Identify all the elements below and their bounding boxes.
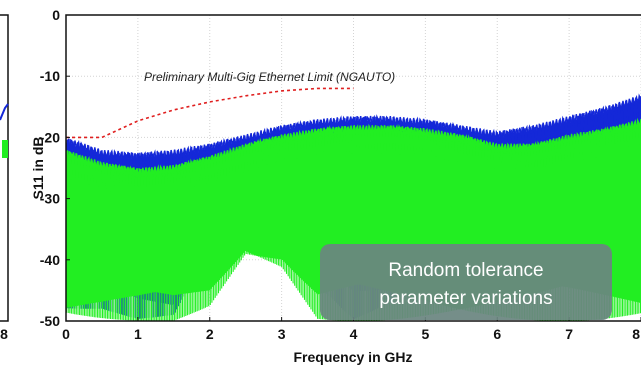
left-panel-blue-trace [0, 103, 9, 121]
limit-line [66, 87, 354, 139]
left-panel-green-trace [2, 140, 8, 158]
limit-line-label: Preliminary Multi-Gig Ethernet Limit (NG… [144, 70, 395, 84]
x-tick-label: 1 [134, 326, 142, 342]
annotation-box [320, 244, 612, 320]
y-tick-label: -50 [40, 313, 60, 329]
x-tick-label: 3 [278, 326, 286, 342]
y-tick-label: 0 [52, 7, 60, 23]
left-panel-x-tick: 8 [0, 326, 8, 342]
x-tick-label: 6 [493, 326, 501, 342]
series-envelope-trace [66, 117, 641, 179]
plot-area [66, 87, 641, 321]
series-trace-fill [66, 120, 641, 321]
series-envelope-trace [66, 126, 641, 197]
x-tick-label: 2 [206, 326, 214, 342]
x-tick-label: 0 [62, 326, 70, 342]
left-partial-panel: 8 [0, 14, 9, 342]
x-tick-label: 7 [565, 326, 573, 342]
axis-ticks: 0 1 2 3 4 5 6 7 8 0 -10 -20 -30 -40 -50 [40, 7, 641, 342]
left-panel-frame [0, 14, 9, 322]
series-band-1 [66, 117, 641, 321]
annotation-line-1: Random tolerance [388, 260, 543, 281]
x-axis-label: Frequency in GHz [293, 349, 412, 365]
x-tick-label: 5 [421, 326, 429, 342]
y-axis-label: S11 in dB [30, 136, 46, 199]
x-tick-label: 8 [632, 326, 640, 342]
annotation-line-2: parameter variations [379, 288, 552, 309]
y-tick-label: -10 [40, 68, 60, 84]
x-tick-label: 4 [350, 326, 358, 342]
y-tick-label: -30 [40, 191, 60, 207]
y-tick-label: -40 [40, 252, 60, 268]
plot-border [65, 14, 641, 322]
tolerance-annotation: Random tolerance parameter variations [320, 244, 612, 320]
plot-frame [65, 14, 641, 322]
y-tick-label: -20 [40, 129, 60, 145]
